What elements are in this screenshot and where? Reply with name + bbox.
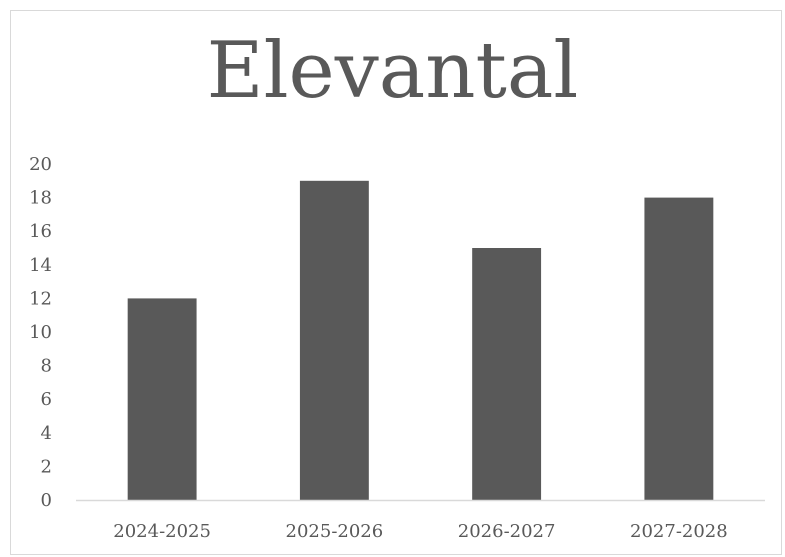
y-tick-label: 12: [29, 288, 52, 309]
bar-2024-2025: [127, 298, 197, 500]
y-tick-label: 0: [41, 490, 52, 511]
x-tick-label: 2025-2026: [286, 521, 384, 542]
bar-2025-2026: [299, 180, 369, 501]
y-tick-label: 8: [41, 356, 52, 377]
y-tick-label: 16: [29, 221, 52, 242]
bars: [127, 180, 714, 501]
bar-2027-2028: [644, 197, 714, 500]
y-tick-label: 2: [41, 456, 52, 477]
y-tick-label: 14: [29, 255, 52, 276]
chart-title: Elevantal: [206, 26, 579, 116]
y-tick-label: 18: [29, 188, 52, 209]
y-tick-label: 10: [29, 322, 52, 343]
x-tick-label: 2024-2025: [113, 521, 211, 542]
y-tick-label: 4: [41, 423, 52, 444]
x-axis-labels: 2024-2025 2025-2026 2026-2027 2027-2028: [113, 521, 727, 542]
y-tick-label: 20: [29, 154, 52, 175]
x-tick-label: 2026-2027: [458, 521, 556, 542]
y-tick-label: 6: [41, 389, 52, 410]
x-tick-label: 2027-2028: [630, 521, 728, 542]
y-axis-ticks: 0 2 4 6 8 10 12 14 16 18 20: [29, 154, 52, 511]
bar-2026-2027: [472, 248, 542, 500]
